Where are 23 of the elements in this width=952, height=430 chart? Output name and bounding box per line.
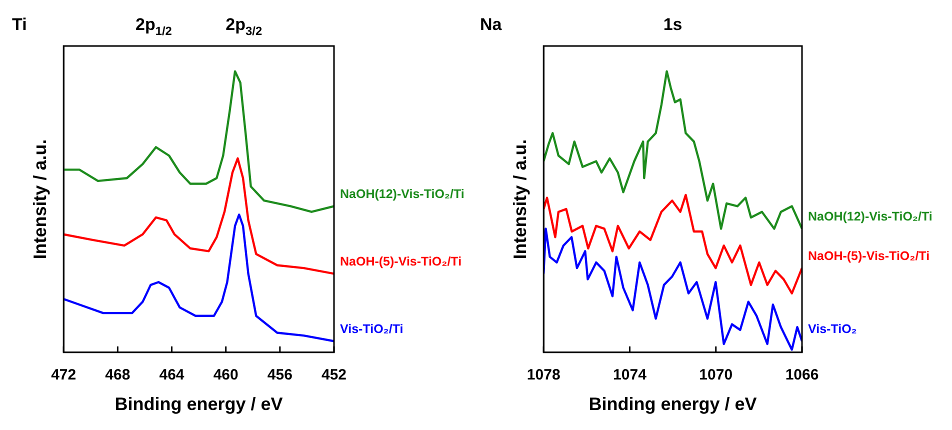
- series-label: NaOH(12)-Vis-TiO₂/Ti: [808, 210, 932, 224]
- x-tick-label: 456: [267, 366, 292, 384]
- x-tick-label: 1070: [699, 366, 733, 384]
- x-tick-label: 464: [159, 366, 185, 384]
- series-label: Vis-TiO₂: [808, 322, 857, 336]
- x-tick-label: 468: [105, 366, 130, 384]
- x-tick-label: 452: [321, 366, 347, 384]
- text: 1s: [663, 15, 682, 34]
- y-axis-title: Intensity / a.u.: [510, 139, 530, 260]
- series-label: Vis-TiO₂/Ti: [340, 322, 404, 336]
- y-axis-title: Intensity / a.u.: [30, 139, 50, 260]
- series-label: NaOH-(5)-Vis-TiO₂/Ti: [340, 254, 462, 269]
- x-tick-label: 472: [51, 366, 76, 384]
- x-axis-title: Binding energy / eV: [114, 394, 283, 414]
- x-tick-label: 460: [213, 366, 238, 384]
- x-tick-label: 1078: [526, 366, 560, 384]
- chart-title: Ti: [12, 15, 27, 34]
- chart-title: Na: [480, 15, 502, 34]
- series-label: NaOH(12)-Vis-TiO₂/Ti: [340, 187, 464, 202]
- x-tick-label: 1074: [613, 366, 648, 384]
- series-label: NaOH-(5)-Vis-TiO₂/Ti: [808, 249, 930, 264]
- x-tick-label: 1066: [785, 366, 819, 384]
- x-axis-title: Binding energy / eV: [588, 394, 757, 414]
